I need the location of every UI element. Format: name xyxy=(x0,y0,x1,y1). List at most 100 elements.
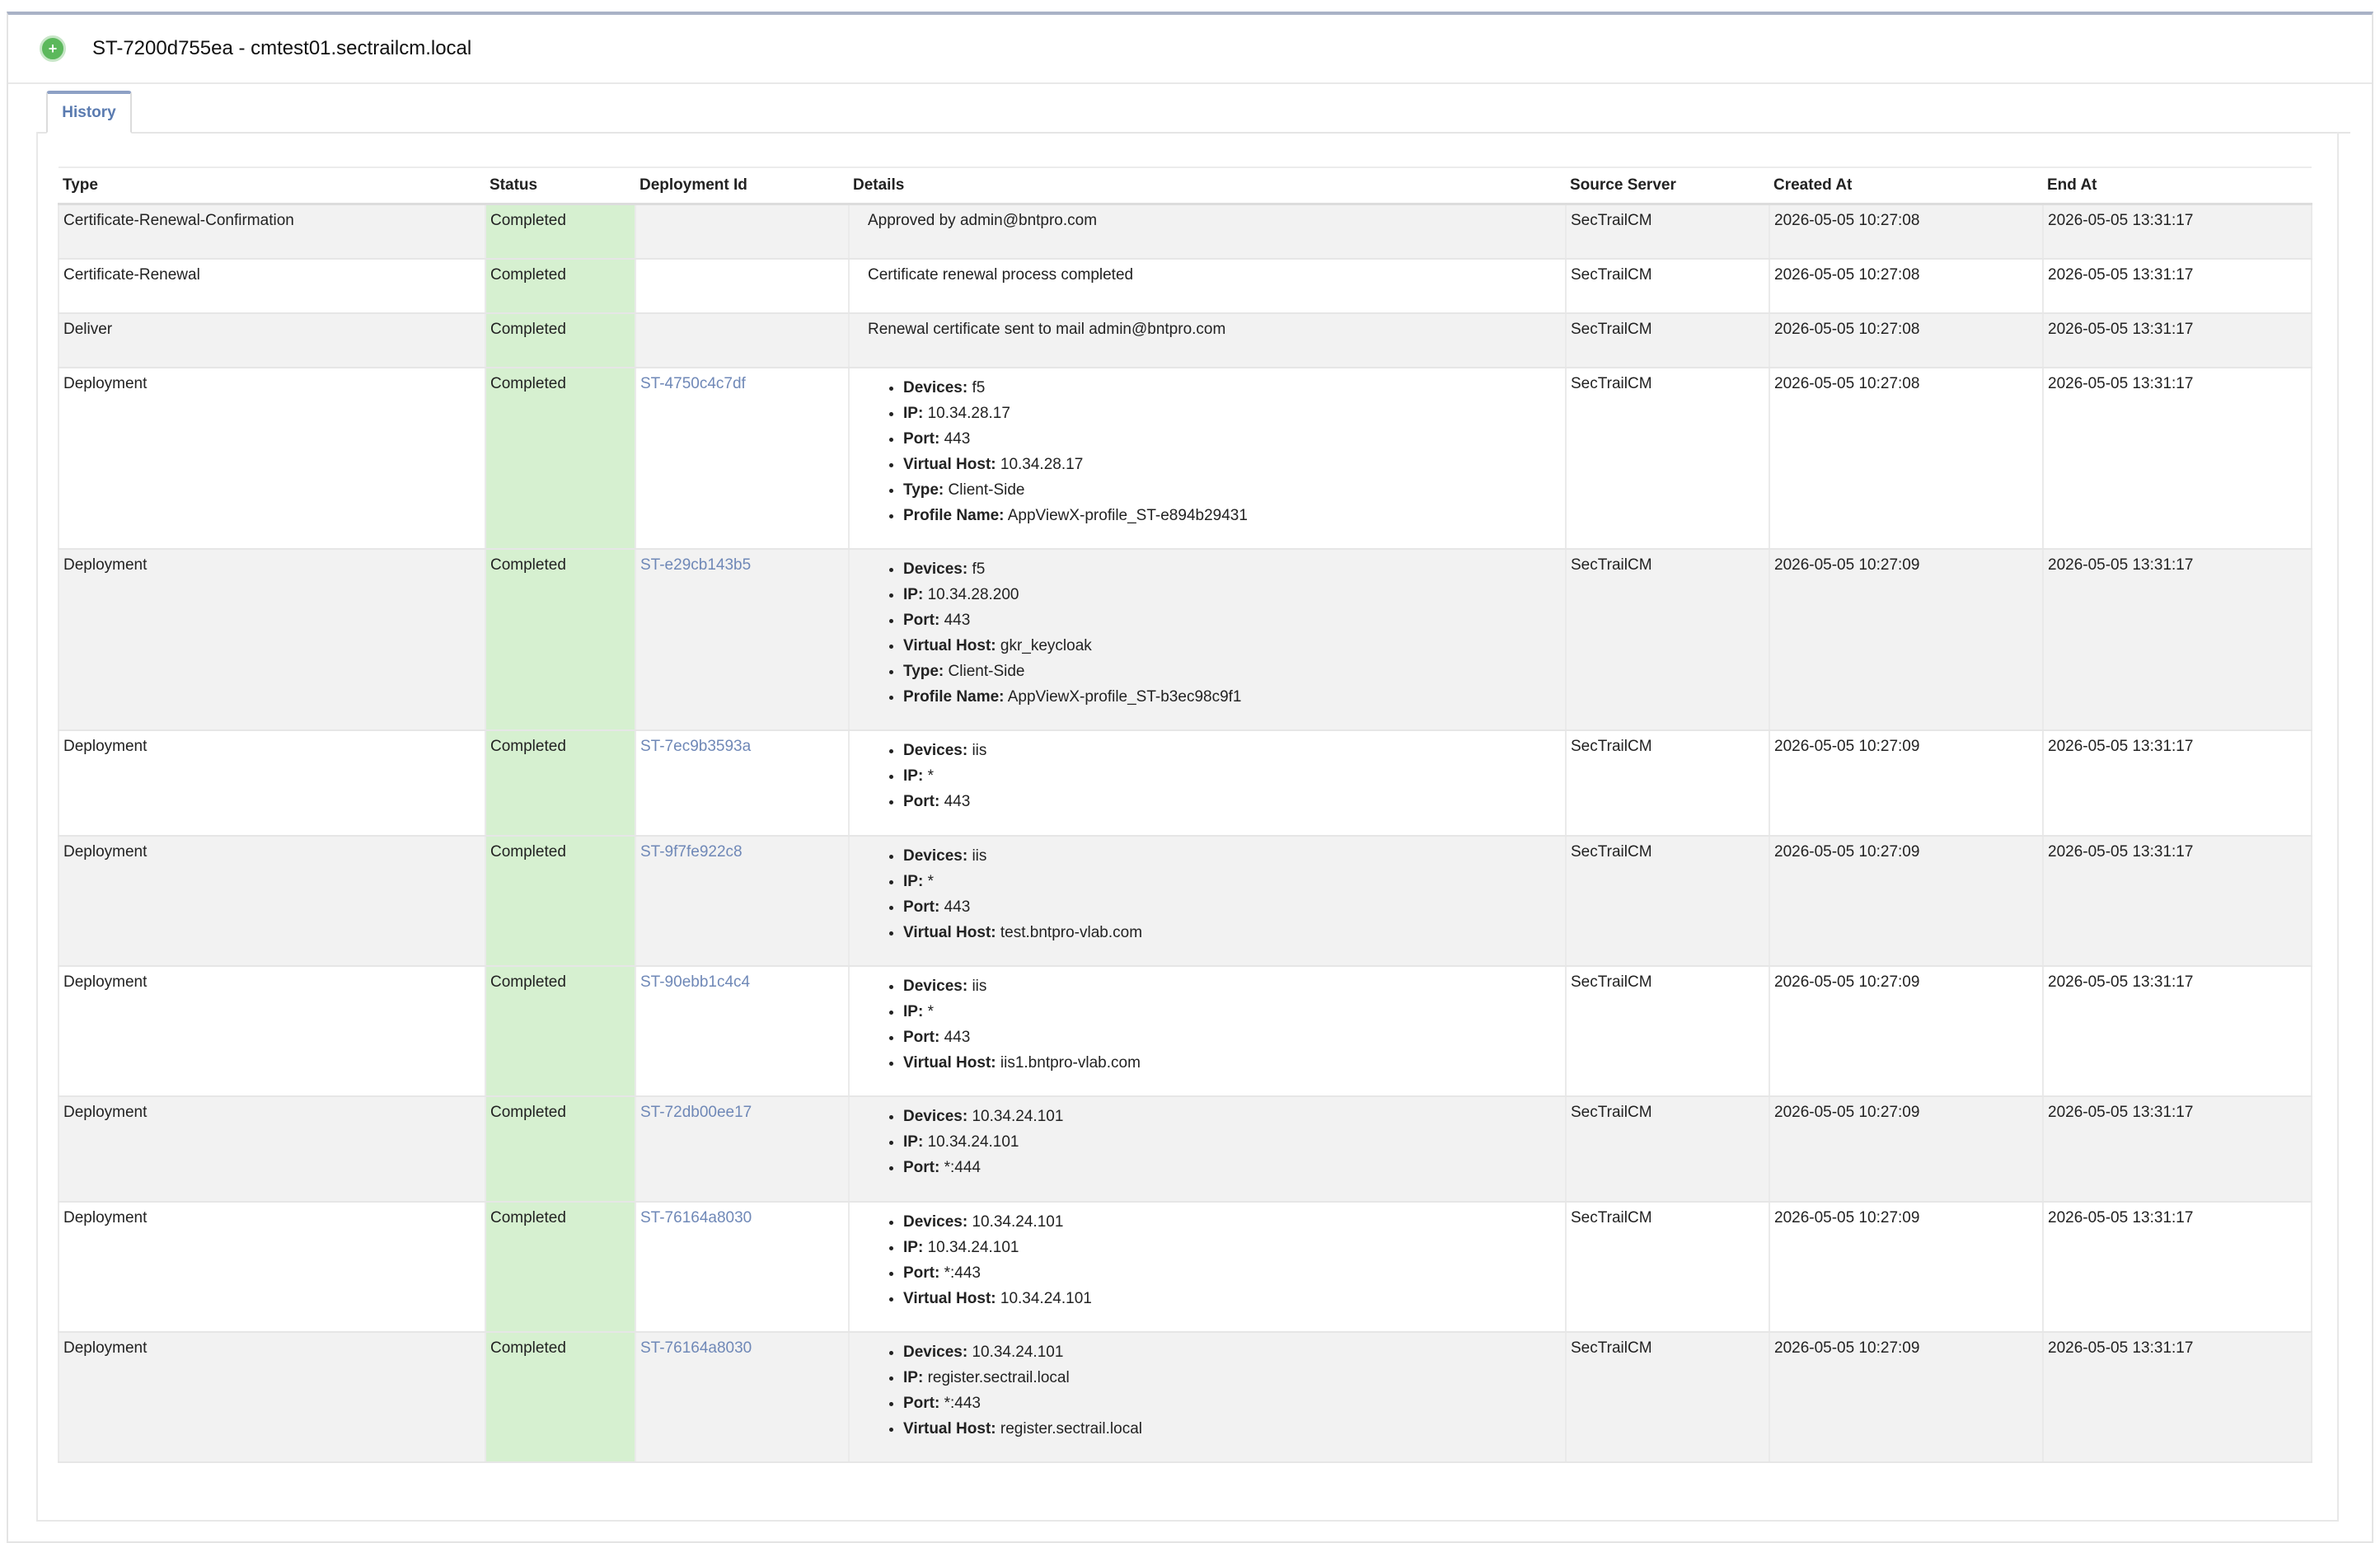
details-key: Virtual Host: xyxy=(903,1053,996,1072)
details-text: Certificate renewal process completed xyxy=(868,265,1134,284)
details-item: Virtual Host: register.sectrail.local xyxy=(903,1416,1561,1442)
table-header-row: Type Status Deployment Id Details Source… xyxy=(59,166,2312,205)
details-value: * xyxy=(927,1002,934,1020)
tab-bar: History xyxy=(36,89,2350,134)
cell-deployment-id xyxy=(635,258,850,314)
cell-type: Deployment xyxy=(58,367,486,550)
cell-end-at: 2026-05-05 13:31:17 xyxy=(2043,1201,2312,1333)
cell-deployment-id: ST-9f7fe922c8 xyxy=(635,835,850,967)
details-value: Client-Side xyxy=(948,662,1025,680)
cell-end-at: 2026-05-05 13:31:17 xyxy=(2043,367,2312,550)
details-key: Virtual Host: xyxy=(903,923,996,941)
details-value: *:444 xyxy=(944,1158,981,1176)
status-badge: Completed xyxy=(485,312,636,368)
details-item: IP: * xyxy=(903,763,1561,789)
details-item: Devices: 10.34.24.101 xyxy=(903,1209,1561,1235)
history-panel: Type Status Deployment Id Details Source… xyxy=(36,132,2339,1522)
table-row: Certificate-Renewal-Confirmation Complete… xyxy=(58,204,2312,260)
details-value: 443 xyxy=(944,1028,971,1046)
cell-source-server: SecTrailCM xyxy=(1566,204,1770,260)
cell-source-server: SecTrailCM xyxy=(1566,312,1770,368)
details-item: Profile Name: AppViewX-profile_ST-b3ec98… xyxy=(903,684,1561,710)
details-list: Devices: iisIP: *Port: 443Virtual Host: … xyxy=(854,973,1561,1076)
details-key: Devices: xyxy=(903,1107,968,1125)
details-value: iis1.bntpro-vlab.com xyxy=(1000,1053,1141,1072)
details-item: Port: 443 xyxy=(903,789,1561,814)
cell-source-server: SecTrailCM xyxy=(1566,1095,1770,1203)
cell-end-at: 2026-05-05 13:31:17 xyxy=(2043,312,2312,368)
column-header-end-at[interactable]: End At xyxy=(2043,166,2312,205)
details-text: Renewal certificate sent to mail admin@b… xyxy=(868,320,1226,338)
details-key: Devices: xyxy=(903,741,968,759)
details-item: Devices: iis xyxy=(903,843,1561,869)
details-item: IP: 10.34.28.17 xyxy=(903,401,1561,426)
column-header-details[interactable]: Details xyxy=(849,166,1566,205)
details-key: Devices: xyxy=(903,378,968,396)
details-list: Devices: f5IP: 10.34.28.17Port: 443Virtu… xyxy=(854,375,1561,528)
details-item: Virtual Host: gkr_keycloak xyxy=(903,633,1561,659)
details-value: * xyxy=(927,872,934,890)
column-header-type[interactable]: Type xyxy=(59,166,485,205)
cell-source-server: SecTrailCM xyxy=(1566,367,1770,550)
status-badge: Completed xyxy=(485,258,636,314)
deployment-id-link[interactable]: ST-e29cb143b5 xyxy=(640,556,752,574)
status-badge: Completed xyxy=(485,1201,636,1333)
cell-type: Deployment xyxy=(58,548,486,731)
column-header-source-server[interactable]: Source Server xyxy=(1566,166,1769,205)
details-value: 443 xyxy=(944,792,971,810)
details-value: 10.34.24.101 xyxy=(972,1343,1064,1361)
details-key: Devices: xyxy=(903,560,968,578)
details-list: Devices: iisIP: *Port: 443 xyxy=(854,738,1561,814)
column-header-deployment-id[interactable]: Deployment Id xyxy=(635,166,849,205)
details-item: Profile Name: AppViewX-profile_ST-e894b2… xyxy=(903,503,1561,528)
details-value: 10.34.24.101 xyxy=(972,1107,1064,1125)
details-value: gkr_keycloak xyxy=(1000,636,1092,654)
deployment-id-link[interactable]: ST-90ebb1c4c4 xyxy=(640,973,751,991)
details-value: 10.34.28.17 xyxy=(927,404,1010,422)
details-key: Devices: xyxy=(903,847,968,865)
cell-created-at: 2026-05-05 10:27:09 xyxy=(1769,965,2044,1097)
details-value: 10.34.24.101 xyxy=(927,1133,1019,1151)
cell-source-server: SecTrailCM xyxy=(1566,729,1770,837)
deployment-id-link[interactable]: ST-76164a8030 xyxy=(640,1339,752,1357)
cell-deployment-id xyxy=(635,312,850,368)
details-value: register.sectrail.local xyxy=(927,1368,1070,1386)
details-key: Port: xyxy=(903,429,940,448)
details-item: Port: 443 xyxy=(903,426,1561,452)
details-list: Devices: 10.34.24.101IP: 10.34.24.101Por… xyxy=(854,1104,1561,1180)
details-value: 10.34.24.101 xyxy=(972,1212,1064,1231)
details-item: Port: 443 xyxy=(903,607,1561,633)
details-key: Virtual Host: xyxy=(903,1419,996,1437)
cell-created-at: 2026-05-05 10:27:08 xyxy=(1769,312,2044,368)
deployment-id-link[interactable]: ST-76164a8030 xyxy=(640,1208,752,1226)
deployment-id-link[interactable]: ST-4750c4c7df xyxy=(640,374,746,392)
column-header-status[interactable]: Status xyxy=(485,166,635,205)
cell-deployment-id: ST-72db00ee17 xyxy=(635,1095,850,1203)
status-badge: Completed xyxy=(485,1331,636,1463)
details-value: 10.34.24.101 xyxy=(927,1238,1019,1256)
tab-history[interactable]: History xyxy=(46,91,132,134)
cell-deployment-id: ST-76164a8030 xyxy=(635,1201,850,1333)
column-header-created-at[interactable]: Created At xyxy=(1769,166,2043,205)
status-badge: Completed xyxy=(485,548,636,731)
plus-circle-icon[interactable]: + xyxy=(40,35,66,62)
details-key: Port: xyxy=(903,898,940,916)
details-key: Port: xyxy=(903,792,940,810)
cell-details: Approved by admin@bntpro.com xyxy=(849,204,1567,260)
details-value: 443 xyxy=(944,611,971,629)
cell-source-server: SecTrailCM xyxy=(1566,1331,1770,1463)
details-item: Devices: iis xyxy=(903,738,1561,763)
details-item: Port: *:443 xyxy=(903,1391,1561,1416)
page-title: ST-7200d755ea - cmtest01.sectrailcm.loca… xyxy=(92,37,472,59)
details-value: 10.34.24.101 xyxy=(1000,1289,1092,1307)
details-value: 443 xyxy=(944,429,971,448)
deployment-id-link[interactable]: ST-7ec9b3593a xyxy=(640,737,752,755)
status-badge: Completed xyxy=(485,204,636,260)
deployment-id-link[interactable]: ST-72db00ee17 xyxy=(640,1103,752,1121)
deployment-id-link[interactable]: ST-9f7fe922c8 xyxy=(640,842,743,861)
cell-deployment-id: ST-e29cb143b5 xyxy=(635,548,850,731)
details-value: 443 xyxy=(944,898,971,916)
details-item: IP: register.sectrail.local xyxy=(903,1365,1561,1391)
details-key: Profile Name: xyxy=(903,506,1005,524)
